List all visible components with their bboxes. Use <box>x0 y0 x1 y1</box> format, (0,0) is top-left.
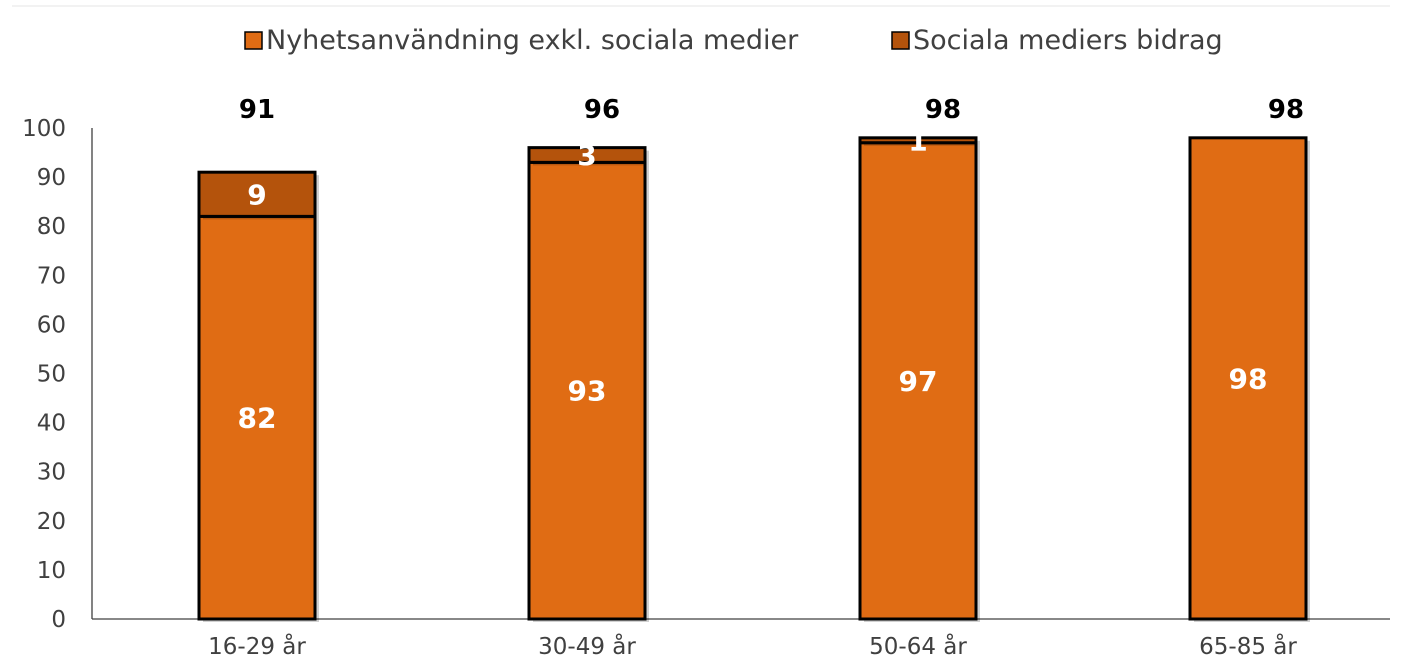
y-tick-label: 0 <box>51 607 66 633</box>
data-label-series-1: 98 <box>1229 362 1268 395</box>
y-tick-label: 60 <box>37 312 66 338</box>
total-label: 91 <box>239 95 275 125</box>
data-label-series-1: 82 <box>238 402 277 435</box>
y-tick-label: 50 <box>37 362 66 388</box>
data-label-series-2: 9 <box>247 178 266 211</box>
x-tick-label: 65-85 år <box>1199 632 1297 660</box>
legend-swatch-series-2 <box>891 31 910 50</box>
data-label-series-2: 1 <box>908 124 927 157</box>
bar-segment-series-2 <box>527 146 647 164</box>
y-tick-label: 80 <box>37 214 66 240</box>
bar-segment-series-1 <box>197 214 317 621</box>
y-tick-label: 100 <box>22 116 66 142</box>
bar-segment-series-1 <box>1188 136 1308 621</box>
x-tick-label: 30-49 år <box>538 632 636 660</box>
y-tick-label: 10 <box>37 558 66 584</box>
y-tick-label: 40 <box>37 411 66 437</box>
data-label-series-1: 97 <box>899 365 938 398</box>
data-label-series-2: 3 <box>577 139 596 172</box>
legend-label-series-2: Sociala mediers bidrag <box>913 25 1223 56</box>
y-tick-label: 90 <box>37 165 66 191</box>
total-label: 98 <box>925 95 961 125</box>
legend-swatch-series-1 <box>244 31 263 50</box>
y-tick-label: 70 <box>37 263 66 289</box>
y-tick-label: 20 <box>37 509 66 535</box>
bar-segment-series-2 <box>197 170 317 218</box>
x-tick-label: 16-29 år <box>208 632 306 660</box>
bar-segment-series-2 <box>858 136 978 145</box>
legend: Nyhetsanvändning exkl. sociala medier So… <box>244 25 1223 56</box>
legend-item-series-2[interactable]: Sociala mediers bidrag <box>891 25 1223 56</box>
x-tick-label: 50-64 år <box>869 632 967 660</box>
y-tick-label: 30 <box>37 460 66 486</box>
total-label: 98 <box>1268 95 1304 125</box>
legend-item-series-1[interactable]: Nyhetsanvändning exkl. sociala medier <box>244 25 799 56</box>
total-label: 96 <box>584 95 620 125</box>
data-label-series-1: 93 <box>568 375 607 408</box>
legend-label-series-1: Nyhetsanvändning exkl. sociala medier <box>266 25 799 56</box>
y-axis-ticks: 0 10 20 30 40 50 60 70 80 90 100 <box>22 116 66 633</box>
x-axis-labels: 16-29 år 30-49 år 50-64 år 65-85 år <box>208 632 1297 660</box>
